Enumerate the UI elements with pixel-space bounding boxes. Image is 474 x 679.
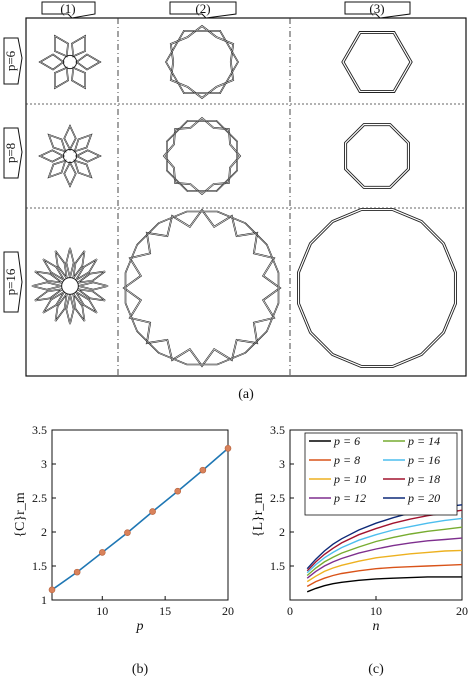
chart-b-xtick-label: 15 <box>159 604 171 618</box>
chart-c-legend-label: p = 8 <box>333 453 360 467</box>
column-label-2: (2) <box>169 1 237 19</box>
chart-c-xlabel: n <box>373 619 380 634</box>
chart-b-ytick-label: 1.5 <box>32 559 47 573</box>
caption-a: (a) <box>238 387 254 402</box>
row-label-1: p=6 <box>3 37 23 85</box>
zigzag-linkage-p6 <box>165 24 239 100</box>
chart-c-legend: p = 6 p = 8 p = 10 p = 12 p = 14 p = 16 p = 18… <box>304 432 458 516</box>
chart-b-ytick-label: 2 <box>41 525 47 539</box>
chart-c-caption: (c) <box>368 662 384 677</box>
chart-b-ytick-label: 2.5 <box>32 491 47 505</box>
chart-b-point <box>149 508 156 515</box>
chart-b-ylabel: {C}r_m <box>13 492 28 537</box>
star-linkage-p8 <box>38 124 102 188</box>
chart-b-ytick-label: 1 <box>41 593 47 607</box>
polygon-linkage-p6 <box>341 31 413 93</box>
chart-b-ytick-label: 3 <box>41 457 47 471</box>
polygon-linkage-p8 <box>344 123 410 189</box>
chart-b-xtick-label: 10 <box>96 604 108 618</box>
chart-c-legend-label: p = 16 <box>407 453 440 467</box>
star-linkage-p16 <box>31 247 109 325</box>
chart-b-caption: (b) <box>132 662 149 677</box>
chart-b-line <box>51 447 229 591</box>
chart-c-legend-label: p = 18 <box>407 472 440 486</box>
chart-b-point <box>73 568 81 576</box>
chart-c-ylabel: {L}r_m <box>251 493 266 538</box>
column-label-3: (3) <box>344 1 411 19</box>
chart-c-series-line <box>306 549 463 583</box>
chart-c-ytick-label: 3.5 <box>270 423 285 437</box>
chart-c-legend-label: p = 10 <box>333 472 366 486</box>
chart-c-legend-label: p = 6 <box>333 434 360 448</box>
chart-c-ytick-label: 1.5 <box>270 559 285 573</box>
chart-c-ytick-label: 3 <box>279 457 285 471</box>
column-label-2-text: (2) <box>195 1 210 16</box>
panel-a-frame <box>25 17 467 377</box>
chart-c-legend-label: p = 14 <box>407 434 440 448</box>
row-label-3-text: p=16 <box>3 268 18 295</box>
chart-c-series-line <box>306 517 463 574</box>
chart-c-series-line <box>306 526 463 577</box>
chart-b-ytick-label: 3.5 <box>32 423 47 437</box>
row-label-2-text: p=8 <box>3 143 18 163</box>
chart-c-series-line <box>306 563 463 588</box>
chart-c-ytick-label: 2.5 <box>270 491 285 505</box>
chart-b-point <box>199 466 207 474</box>
chart-c: 0 10 201.522.533.5n{L}r_m(c)p = 6p = 8p = … <box>251 423 468 677</box>
row-label-1-text: p=6 <box>3 50 18 71</box>
chart-c-xtick-label: 0 <box>287 604 293 618</box>
chart-b: 10 15 20 1 1.5 2 2.5 3 3.5 p {C}r_m (b) <box>13 423 234 677</box>
chart-b-point <box>48 586 56 594</box>
chart-c-xtick-label: 20 <box>456 604 468 618</box>
chart-b-xtick-label: 20 <box>222 604 234 618</box>
chart-c-legend-label: p = 20 <box>407 491 440 505</box>
chart-b-point <box>174 487 182 495</box>
zigzag-linkage-p16 <box>122 208 282 368</box>
star-linkage-p6 <box>38 34 102 90</box>
chart-b-xlabel: p <box>136 619 144 634</box>
chart-c-legend-label: p = 12 <box>333 491 366 505</box>
chart-b-axes-frame <box>51 429 229 601</box>
column-label-1: (1) <box>41 1 96 19</box>
column-label-1-text: (1) <box>60 1 75 16</box>
chart-c-xtick-label: 10 <box>370 604 382 618</box>
chart-b-point <box>98 549 106 556</box>
chart-c-legend-box <box>304 432 458 516</box>
chart-b-point <box>224 445 232 452</box>
polygon-linkage-p16 <box>297 208 457 368</box>
linkage-drawings <box>31 24 457 368</box>
chart-c-series-line <box>306 576 462 593</box>
column-label-3-text: (3) <box>369 1 384 16</box>
chart-b-point <box>124 529 131 536</box>
row-label-2: p=8 <box>3 127 23 179</box>
chart-c-ytick-label: 2 <box>279 525 285 539</box>
row-label-3: p=16 <box>3 251 23 313</box>
chart-c-series-line <box>306 537 463 579</box>
zigzag-linkage-p8 <box>162 116 242 196</box>
